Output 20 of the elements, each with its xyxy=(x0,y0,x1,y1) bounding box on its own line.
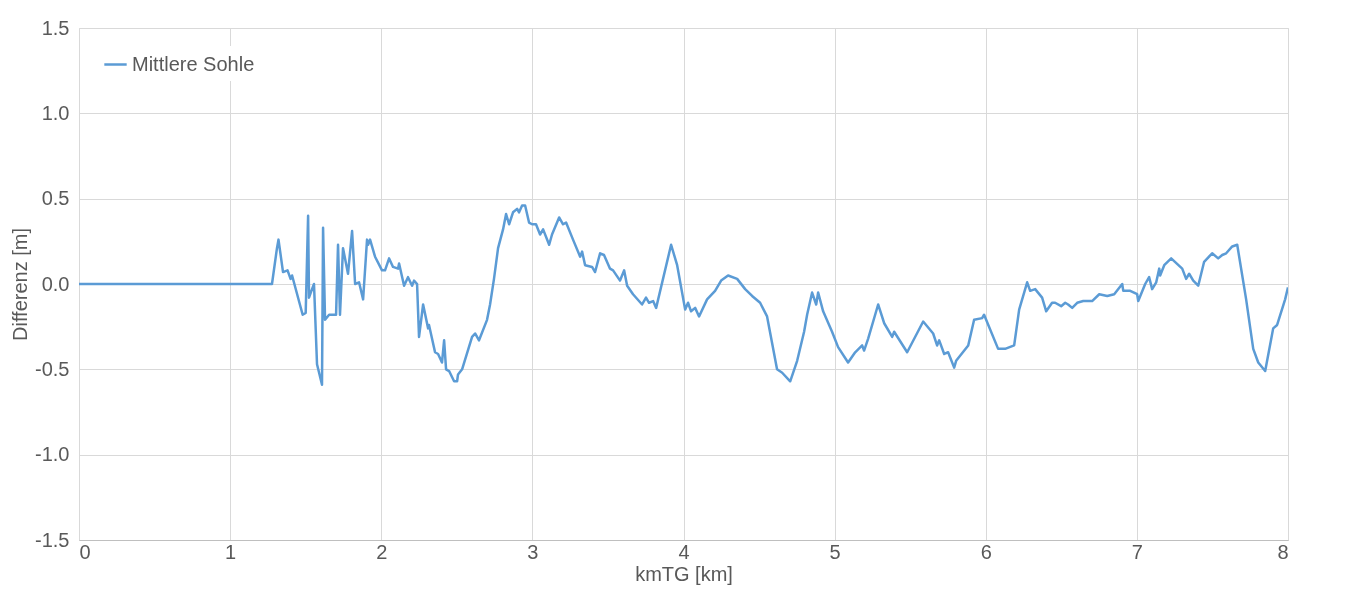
x-tick-label: 6 xyxy=(980,540,992,563)
x-tick-label: 8 xyxy=(1277,540,1289,563)
y-tick-label: 0.0 xyxy=(41,272,70,295)
line-series xyxy=(79,204,1288,386)
x-tick-label: 1 xyxy=(225,540,237,563)
x-tick-label: 4 xyxy=(678,540,690,563)
x-axis-title: kmTG [km] xyxy=(635,562,733,585)
y-tick-label: 1.5 xyxy=(41,16,70,39)
x-tick-label: 5 xyxy=(829,540,841,563)
x-tick-label: 7 xyxy=(1131,540,1143,563)
y-tick-label: -1.0 xyxy=(35,443,70,466)
x-tick-label: 3 xyxy=(527,540,539,563)
legend-label: Mittlere Sohle xyxy=(132,52,255,75)
y-tick-label: -1.5 xyxy=(35,528,70,551)
x-tick-label: 0 xyxy=(79,540,91,563)
y-tick-label: 1.0 xyxy=(41,101,70,124)
y-axis-title: Differenz [m] xyxy=(9,228,32,341)
y-tick-label: -0.5 xyxy=(35,357,70,380)
x-tick-label: 2 xyxy=(376,540,388,563)
y-tick-label: 0.5 xyxy=(41,187,70,210)
